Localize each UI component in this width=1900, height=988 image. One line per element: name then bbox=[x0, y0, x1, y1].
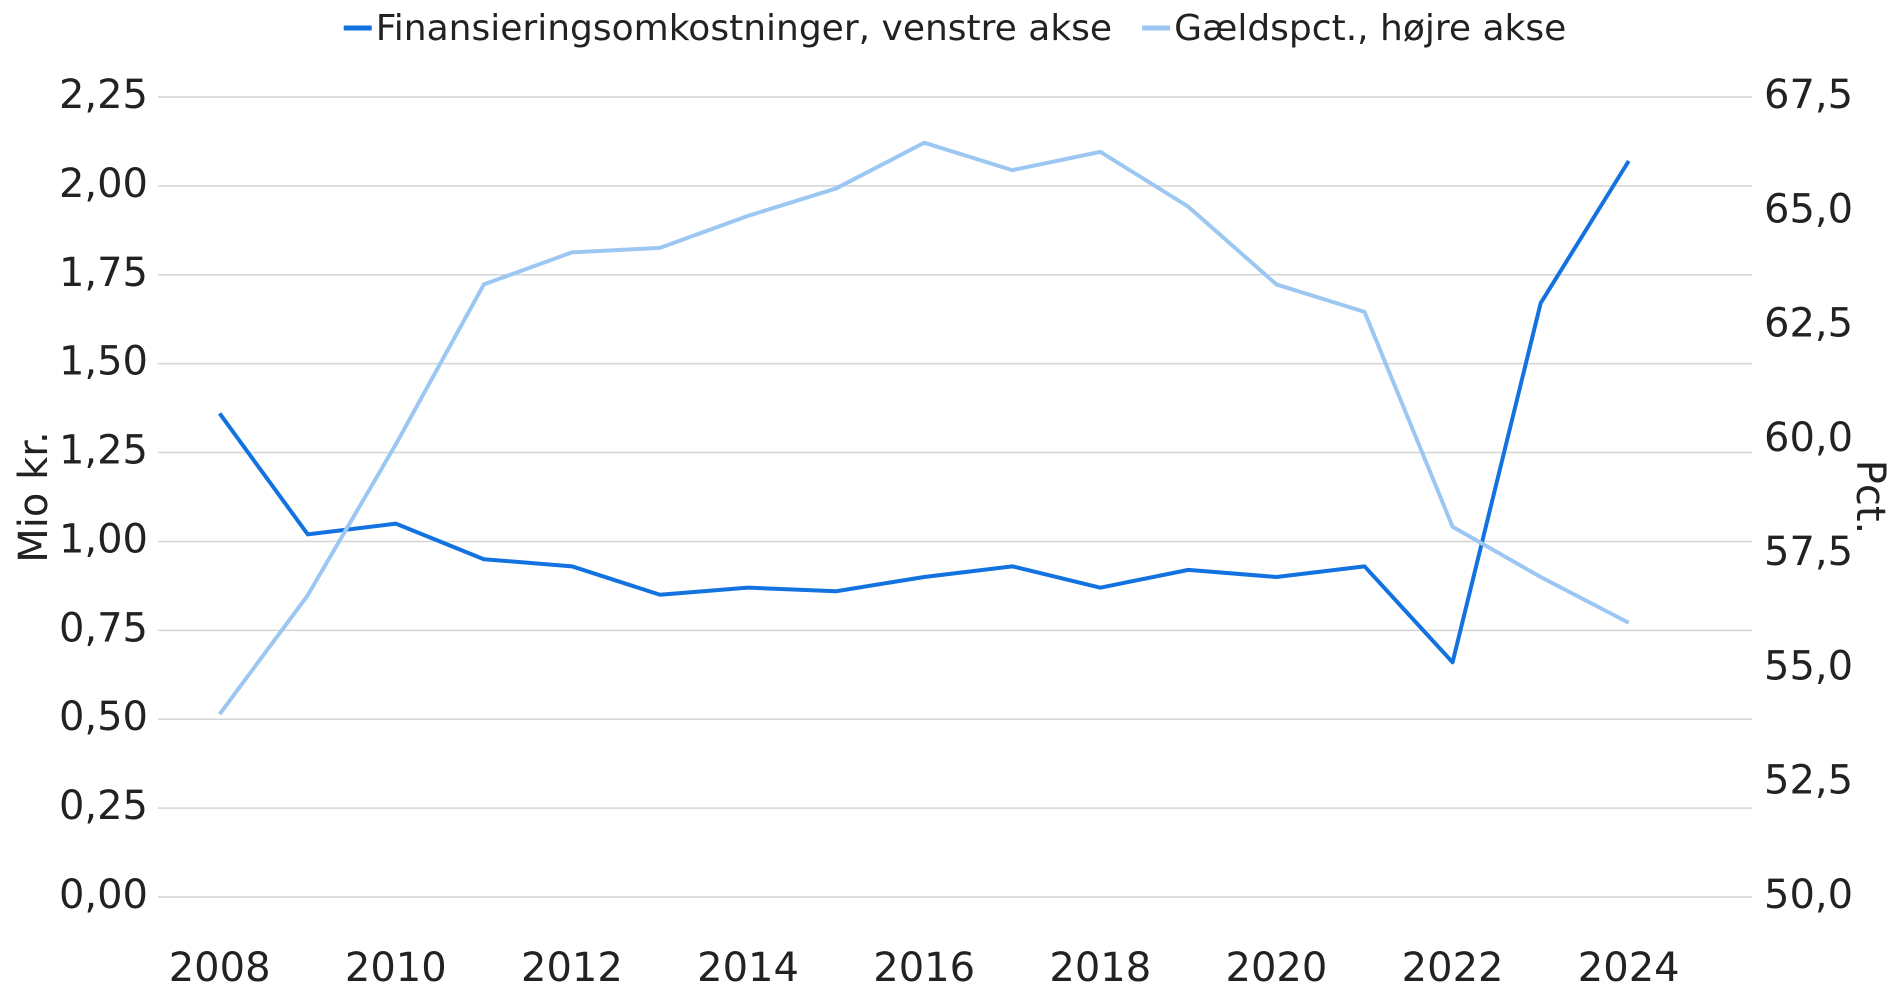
x-tick-label: 2016 bbox=[873, 945, 975, 988]
y-tick-label: 2,25 bbox=[59, 72, 148, 118]
legend: Finansieringsomkostninger, venstre akse G… bbox=[343, 8, 1566, 49]
y2-tick-label: 52,5 bbox=[1764, 758, 1853, 804]
x-tick-label: 2020 bbox=[1226, 945, 1328, 988]
x-tick-label: 2014 bbox=[697, 945, 799, 988]
y2-tick-label: 50,0 bbox=[1764, 872, 1853, 918]
y-tick-label: 1,25 bbox=[59, 428, 148, 474]
legend-label: Finansieringsomkostninger, venstre akse bbox=[376, 8, 1112, 49]
y2-tick-label: 55,0 bbox=[1764, 643, 1853, 689]
x-tick-label: 2008 bbox=[169, 945, 271, 988]
y2-tick-label: 60,0 bbox=[1764, 415, 1853, 461]
y-tick-label: 0,75 bbox=[59, 605, 148, 651]
data-line bbox=[218, 140, 1630, 716]
y-tick-label: 1,00 bbox=[59, 516, 148, 562]
y2-tick-label: 65,0 bbox=[1764, 186, 1853, 232]
x-tick-label: 2012 bbox=[521, 945, 623, 988]
y2-axis-title: Pct. bbox=[1847, 460, 1893, 535]
y-tick-label: 0,50 bbox=[59, 694, 148, 740]
y-tick-label: 2,00 bbox=[59, 161, 148, 207]
y-tick-label: 1,50 bbox=[59, 339, 148, 385]
legend-label: Gældspct., højre akse bbox=[1174, 8, 1566, 49]
y-tick-label: 1,75 bbox=[59, 250, 148, 296]
x-tick-label: 2022 bbox=[1402, 945, 1504, 988]
data-line bbox=[218, 159, 1631, 665]
y2-tick-label: 67,5 bbox=[1764, 72, 1853, 118]
y2-tick-label: 62,5 bbox=[1764, 301, 1853, 347]
y-axis-title: Mio kr. bbox=[11, 431, 57, 562]
x-tick-label: 2018 bbox=[1049, 945, 1151, 988]
y-tick-label: 0,25 bbox=[59, 783, 148, 829]
x-tick-label: 2024 bbox=[1578, 945, 1680, 988]
x-tick-label: 2010 bbox=[345, 945, 447, 988]
y-tick-label: 0,00 bbox=[59, 872, 148, 918]
y2-tick-label: 57,5 bbox=[1764, 529, 1853, 575]
